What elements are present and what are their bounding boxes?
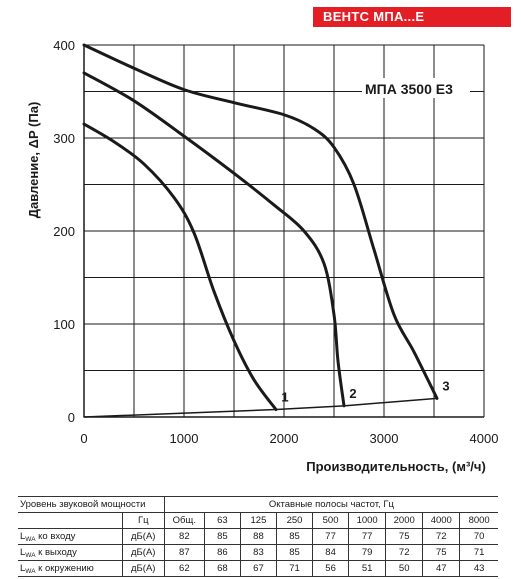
table-cell: 56: [312, 560, 350, 577]
column-header: 4000: [422, 512, 461, 529]
row-label: LWA ко входу: [18, 528, 123, 545]
column-header: Общ.: [164, 512, 205, 529]
row-unit: дБ(А): [122, 560, 165, 577]
curve-label-1: 1: [281, 390, 288, 405]
table-cell: 83: [240, 544, 277, 561]
y-tick-label: 400: [53, 38, 75, 53]
table-cell: 43: [459, 560, 498, 577]
table-corner: [18, 512, 123, 529]
chart-title: МПА 3500 Е3: [365, 81, 453, 97]
table-row: LWA ко входу дБ(А) 82 85 88 85 77 77 75 …: [18, 528, 498, 545]
x-tick-label: 0: [80, 431, 87, 446]
table-cell: 77: [312, 528, 350, 545]
row-unit: дБ(А): [122, 528, 165, 545]
table-title: Уровень звуковой мощности: [18, 496, 165, 513]
octave-header: Октавные полосы частот, Гц: [164, 496, 498, 513]
y-tick-label: 100: [53, 317, 75, 332]
table-cell: 75: [385, 528, 424, 545]
table-cell: 88: [240, 528, 277, 545]
column-header: 8000: [459, 512, 498, 529]
row-unit: дБ(А): [122, 544, 165, 561]
table-cell: 71: [276, 560, 314, 577]
table-cell: 70: [459, 528, 498, 545]
x-axis-label: Производительность, (м³/ч): [306, 459, 486, 474]
table-cell: 82: [164, 528, 205, 545]
table-row: LWA к выходу дБ(А) 87 86 83 85 84 79 72 …: [18, 544, 498, 561]
x-tick-label: 4000: [470, 431, 499, 446]
table-cell: 71: [459, 544, 498, 561]
table-cell: 87: [164, 544, 205, 561]
table-cell: 84: [312, 544, 350, 561]
x-tick-label: 2000: [270, 431, 299, 446]
chart-ticks: 0 1000 2000 3000 4000 0 100 200 300 400: [53, 38, 498, 446]
fan-curve-1: [82, 122, 278, 412]
table-cell: 86: [204, 544, 241, 561]
table-cell: 47: [422, 560, 461, 577]
chart-curve-labels: 1 2 3: [281, 378, 449, 404]
y-axis-label: Давление, ΔP (Па): [26, 102, 41, 219]
column-header: 1000: [348, 512, 387, 529]
fan-curve-2: [82, 71, 346, 408]
curve-label-3: 3: [442, 378, 449, 393]
chart-grid: [84, 44, 485, 417]
column-header: 250: [276, 512, 314, 529]
y-tick-label: 300: [53, 131, 75, 146]
column-header: 500: [312, 512, 350, 529]
column-header: 2000: [385, 512, 424, 529]
y-tick-label: 200: [53, 224, 75, 239]
table-cell: 75: [422, 544, 461, 561]
y-tick-label: 0: [68, 410, 75, 425]
curve-label-2: 2: [349, 386, 356, 401]
table-cell: 67: [240, 560, 277, 577]
table-cell: 85: [276, 544, 314, 561]
table-cell: 72: [385, 544, 424, 561]
table-cell: 77: [348, 528, 387, 545]
column-header: 125: [240, 512, 277, 529]
row-label: LWA к выходу: [18, 544, 123, 561]
chart-curves: [82, 43, 439, 418]
fan-curve-3: [82, 43, 439, 400]
table-cell: 85: [204, 528, 241, 545]
column-header: 63: [204, 512, 241, 529]
table-cell: 85: [276, 528, 314, 545]
system-curve: [83, 397, 438, 418]
table-cell: 51: [348, 560, 387, 577]
row-label: LWA к окружению: [18, 560, 123, 577]
sound-power-table: Уровень звуковой мощности Октавные полос…: [18, 496, 498, 577]
table-header-row: Уровень звуковой мощности Октавные полос…: [18, 496, 498, 513]
pressure-flow-chart: 0 1000 2000 3000 4000 0 100 200 300 400 1 2 3 МПА 3…: [26, 38, 498, 474]
table-row: LWA к окружению дБ(А) 62 68 67 71 56 51 …: [18, 560, 498, 577]
table-cell: 50: [385, 560, 424, 577]
chart-axes: [83, 45, 484, 418]
table-cell: 79: [348, 544, 387, 561]
table-cell: 68: [204, 560, 241, 577]
product-badge: ВЕНТС МПА...Е: [313, 7, 511, 27]
x-tick-label: 3000: [370, 431, 399, 446]
x-tick-label: 1000: [170, 431, 199, 446]
table-cell: 72: [422, 528, 461, 545]
unit-header: Гц: [122, 512, 165, 529]
chart-title-background: [362, 78, 470, 98]
table-columns-row: Гц Общ. 63 125 250 500 1000 2000 4000 80…: [18, 512, 498, 529]
table-cell: 62: [164, 560, 205, 577]
